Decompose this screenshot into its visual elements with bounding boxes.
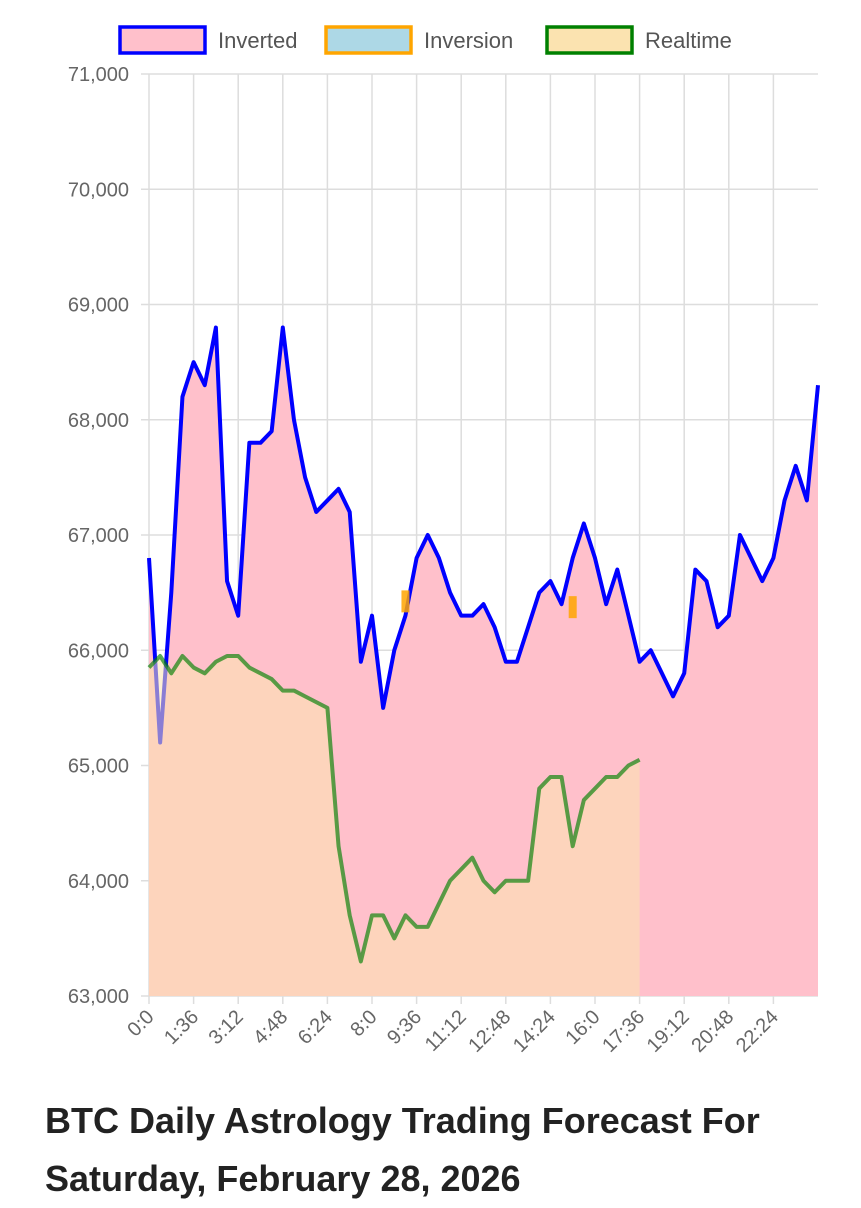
y-tick-label: 68,000 bbox=[68, 410, 129, 432]
legend-swatch bbox=[118, 25, 207, 55]
y-tick-label: 71,000 bbox=[68, 64, 129, 86]
x-tick-label: 22:24 bbox=[732, 1006, 783, 1057]
x-tick-label: 3:12 bbox=[205, 1006, 248, 1049]
inversion-mark bbox=[568, 596, 577, 619]
legend-label: Realtime bbox=[645, 28, 732, 53]
series-line bbox=[147, 654, 641, 964]
y-tick-label: 70,000 bbox=[68, 179, 129, 201]
y-tick-label: 63,000 bbox=[68, 986, 129, 1008]
y-tick-label: 65,000 bbox=[68, 756, 129, 778]
x-tick-label: 9:36 bbox=[383, 1006, 426, 1049]
x-tick-label: 6:24 bbox=[294, 1006, 337, 1049]
x-tick-label: 11:12 bbox=[421, 1006, 471, 1056]
legend-swatch bbox=[324, 25, 413, 55]
y-tick-label: 69,000 bbox=[68, 295, 129, 317]
inversion-mark bbox=[401, 590, 410, 613]
legend-label: Inverted bbox=[218, 28, 298, 53]
x-tick-label: 4:48 bbox=[249, 1006, 292, 1049]
x-tick-label: 20:48 bbox=[687, 1006, 738, 1057]
x-tick-label: 8:0 bbox=[346, 1006, 381, 1041]
legend-label: Inversion bbox=[424, 28, 513, 53]
chart: 63,000 64,000 65,000 66,000 67,000 68,000 69,0… bbox=[68, 25, 820, 1057]
x-tick-label: 19:12 bbox=[643, 1006, 694, 1057]
y-tick-label: 64,000 bbox=[68, 871, 129, 893]
x-tick-label: 17:36 bbox=[598, 1006, 649, 1057]
x-tick-label: 14:24 bbox=[509, 1006, 560, 1057]
x-tick-label: 1:36 bbox=[160, 1006, 203, 1049]
legend-swatch bbox=[545, 25, 634, 55]
series-line bbox=[147, 325, 820, 745]
x-tick-label: 0:0 bbox=[123, 1006, 158, 1041]
chart-title: BTC Daily Astrology Trading Forecast For… bbox=[45, 1100, 760, 1199]
x-tick-label: 12:48 bbox=[464, 1006, 515, 1057]
y-tick-label: 67,000 bbox=[68, 525, 129, 547]
series-area bbox=[149, 656, 640, 996]
y-tick-label: 66,000 bbox=[68, 640, 129, 662]
